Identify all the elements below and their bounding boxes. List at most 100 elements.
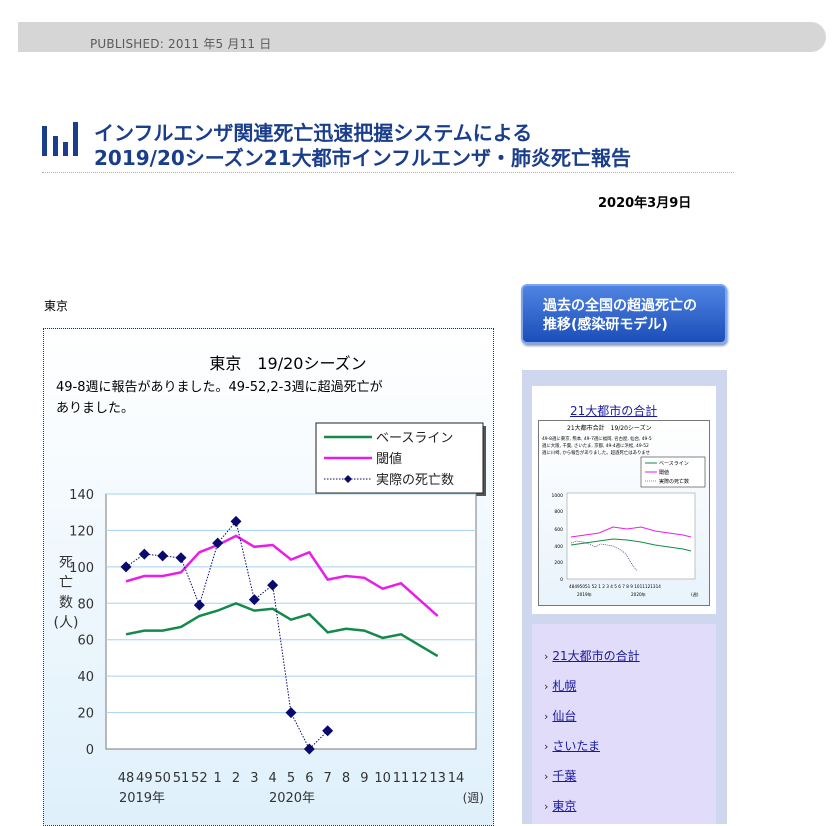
svg-text:600: 600 [554, 527, 563, 533]
legend-label: ベースライン [376, 431, 453, 446]
svg-text:(週): (週) [691, 591, 699, 598]
x-tick-label: 52 [191, 771, 208, 786]
chevron-right-icon: › [544, 770, 549, 783]
svg-text:0: 0 [560, 577, 563, 583]
published-bar: PUBLISHED: 2011 年5 月11 日 [18, 22, 826, 52]
title-divider [42, 172, 734, 173]
chevron-right-icon: › [544, 650, 549, 663]
link-21-cities-total[interactable]: 21大都市の合計 [552, 649, 640, 663]
x-tick-label: 49 [136, 771, 153, 786]
thumb-legend-actual: 実際の死亡数 [659, 478, 689, 485]
x-tick-label: 5 [287, 771, 295, 786]
legend-label: 実際の死亡数 [376, 472, 454, 488]
data-point-actual [248, 594, 260, 606]
x-tick-label: 11 [393, 771, 410, 786]
list-item: › 札幌 [544, 672, 640, 702]
data-point-actual [138, 548, 150, 560]
y-axis-label: 数 [59, 595, 73, 611]
link-tokyo[interactable]: 東京 [552, 799, 577, 813]
list-item: › 21大都市の合計 [544, 642, 640, 672]
city-label: 東京 [44, 299, 69, 313]
page-title-line2: 2019/20シーズン21大都市インフルエンザ・肺炎死亡報告 [94, 146, 632, 170]
chevron-right-icon: › [544, 710, 549, 723]
data-point-actual [157, 550, 169, 562]
actual-deaths-series [125, 520, 329, 750]
data-point-actual [193, 599, 205, 611]
chevron-right-icon: › [544, 800, 549, 813]
svg-text:400: 400 [554, 544, 563, 550]
x-tick-label: 12 [411, 771, 428, 786]
x-tick-label: 10 [374, 771, 391, 786]
x-axis-label: (週) [463, 791, 484, 805]
y-tick-label: 40 [77, 670, 94, 685]
past-excess-deaths-button-line2: 推移(感染研モデル) [543, 317, 668, 333]
thumb-text-line1: 49-8週に東京, 熊本, 49-7週に福岡, 名古屋, 仙台, 49-5 [542, 435, 652, 442]
chevron-right-icon: › [544, 740, 549, 753]
data-point-actual [230, 515, 242, 527]
chart-annotation-line1: 49-8週に報告がありました。49-52,2-3週に超過死亡が [56, 380, 383, 395]
svg-text:200: 200 [554, 560, 563, 566]
x-tick-label: 9 [360, 771, 368, 786]
data-point-actual [175, 552, 187, 564]
svg-text:800: 800 [554, 509, 563, 515]
data-point-actual [267, 579, 279, 591]
data-point-actual [322, 725, 334, 737]
y-axis-label: 死 [59, 555, 73, 571]
data-point-actual [303, 743, 315, 755]
link-sapporo[interactable]: 札幌 [552, 679, 577, 693]
published-date: PUBLISHED: 2011 年5 月11 日 [90, 37, 272, 51]
y-axis-label: 亡 [59, 575, 73, 591]
thumb-title: 21大都市合計 19/20シーズン [567, 424, 652, 432]
x-tick-label: 8 [342, 771, 350, 786]
x-tick-label: 50 [154, 771, 171, 786]
year-label-2019: 2019年 [119, 791, 165, 806]
link-chiba[interactable]: 千葉 [552, 769, 577, 783]
x-tick-label: 4 [269, 771, 277, 786]
y-axis-label: (人) [54, 615, 79, 631]
logo-icon [42, 122, 78, 156]
y-tick-label: 80 [77, 597, 94, 612]
x-tick-label: 2 [232, 771, 240, 786]
y-tick-label: 60 [77, 634, 94, 649]
plot-area [105, 493, 477, 750]
list-item: › さいたま [544, 732, 640, 762]
svg-text:2020年: 2020年 [631, 591, 646, 598]
legend-marker [344, 475, 352, 483]
x-tick-label: 51 [173, 771, 190, 786]
thumbnail-chart[interactable]: 21大都市合計 19/20シーズン 49-8週に東京, 熊本, 49-7週に福岡… [538, 420, 710, 606]
thumbnail-chart-svg: 21大都市合計 19/20シーズン 49-8週に東京, 熊本, 49-7週に福岡… [542, 424, 706, 598]
past-excess-deaths-button[interactable]: 過去の全国の超過死亡の 推移(感染研モデル) [521, 284, 727, 344]
x-tick-label: 3 [250, 771, 258, 786]
svg-text:1000: 1000 [552, 493, 564, 499]
list-item: › 東京 [544, 792, 640, 822]
chevron-right-icon: › [544, 680, 549, 693]
thumb-legend-baseline: ベースライン [659, 461, 689, 467]
y-tick-label: 0 [86, 743, 94, 758]
y-tick-label: 140 [69, 488, 94, 503]
page-title-line1: インフルエンザ関連死亡迅速把握システムによる [94, 121, 533, 145]
thumb-text-line2: 週に大阪, 千葉, さいたま, 京都, 49-4週に浜松, 49-52 [542, 442, 649, 449]
chart-container: 東京 19/20シーズン 49-8週に報告がありました。49-52,2-3週に超… [43, 328, 494, 826]
x-tick-label: 14 [448, 771, 465, 786]
x-tick-label: 48 [118, 771, 135, 786]
y-tick-label: 20 [77, 707, 94, 722]
y-tick-label: 120 [69, 524, 94, 539]
legend-label: 閾値 [376, 451, 402, 467]
threshold-series [125, 534, 439, 617]
thumbnail-link[interactable]: 21大都市の合計 [570, 404, 658, 418]
thumb-text-line3: 週に川崎, から報告がありました。超過死亡はありませ [542, 449, 651, 456]
link-sendai[interactable]: 仙台 [552, 709, 577, 723]
thumb-legend-threshold: 閾値 [659, 469, 669, 476]
y-tick-label: 100 [69, 561, 94, 576]
list-item: › 千葉 [544, 762, 640, 792]
baseline-series [125, 601, 439, 658]
x-tick-label: 13 [429, 771, 446, 786]
data-point-actual [285, 707, 297, 719]
past-excess-deaths-button-line1: 過去の全国の超過死亡の [543, 298, 697, 314]
chart-title: 東京 19/20シーズン [209, 354, 366, 373]
link-saitama[interactable]: さいたま [552, 739, 601, 753]
x-tick-label: 1 [214, 771, 222, 786]
data-point-actual [212, 537, 224, 549]
svg-text:2019年: 2019年 [577, 591, 592, 598]
